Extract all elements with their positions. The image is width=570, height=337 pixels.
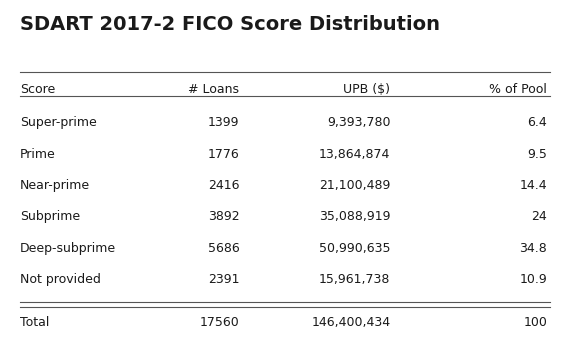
Text: Not provided: Not provided <box>20 273 101 286</box>
Text: Super-prime: Super-prime <box>20 116 97 129</box>
Text: Deep-subprime: Deep-subprime <box>20 242 116 255</box>
Text: Total: Total <box>20 316 50 329</box>
Text: 34.8: 34.8 <box>519 242 547 255</box>
Text: Near-prime: Near-prime <box>20 179 90 192</box>
Text: 15,961,738: 15,961,738 <box>319 273 390 286</box>
Text: Subprime: Subprime <box>20 210 80 223</box>
Text: 5686: 5686 <box>207 242 239 255</box>
Text: % of Pool: % of Pool <box>489 83 547 96</box>
Text: 21,100,489: 21,100,489 <box>319 179 390 192</box>
Text: 100: 100 <box>523 316 547 329</box>
Text: 24: 24 <box>531 210 547 223</box>
Text: 1776: 1776 <box>207 148 239 161</box>
Text: 17560: 17560 <box>200 316 239 329</box>
Text: # Loans: # Loans <box>189 83 239 96</box>
Text: 50,990,635: 50,990,635 <box>319 242 390 255</box>
Text: 9.5: 9.5 <box>527 148 547 161</box>
Text: 1399: 1399 <box>208 116 239 129</box>
Text: 10.9: 10.9 <box>519 273 547 286</box>
Text: SDART 2017-2 FICO Score Distribution: SDART 2017-2 FICO Score Distribution <box>20 15 440 34</box>
Text: Prime: Prime <box>20 148 56 161</box>
Text: Score: Score <box>20 83 55 96</box>
Text: 35,088,919: 35,088,919 <box>319 210 390 223</box>
Text: 146,400,434: 146,400,434 <box>311 316 390 329</box>
Text: 9,393,780: 9,393,780 <box>327 116 390 129</box>
Text: 2416: 2416 <box>208 179 239 192</box>
Text: UPB ($): UPB ($) <box>344 83 390 96</box>
Text: 3892: 3892 <box>208 210 239 223</box>
Text: 14.4: 14.4 <box>520 179 547 192</box>
Text: 6.4: 6.4 <box>527 116 547 129</box>
Text: 13,864,874: 13,864,874 <box>319 148 390 161</box>
Text: 2391: 2391 <box>208 273 239 286</box>
